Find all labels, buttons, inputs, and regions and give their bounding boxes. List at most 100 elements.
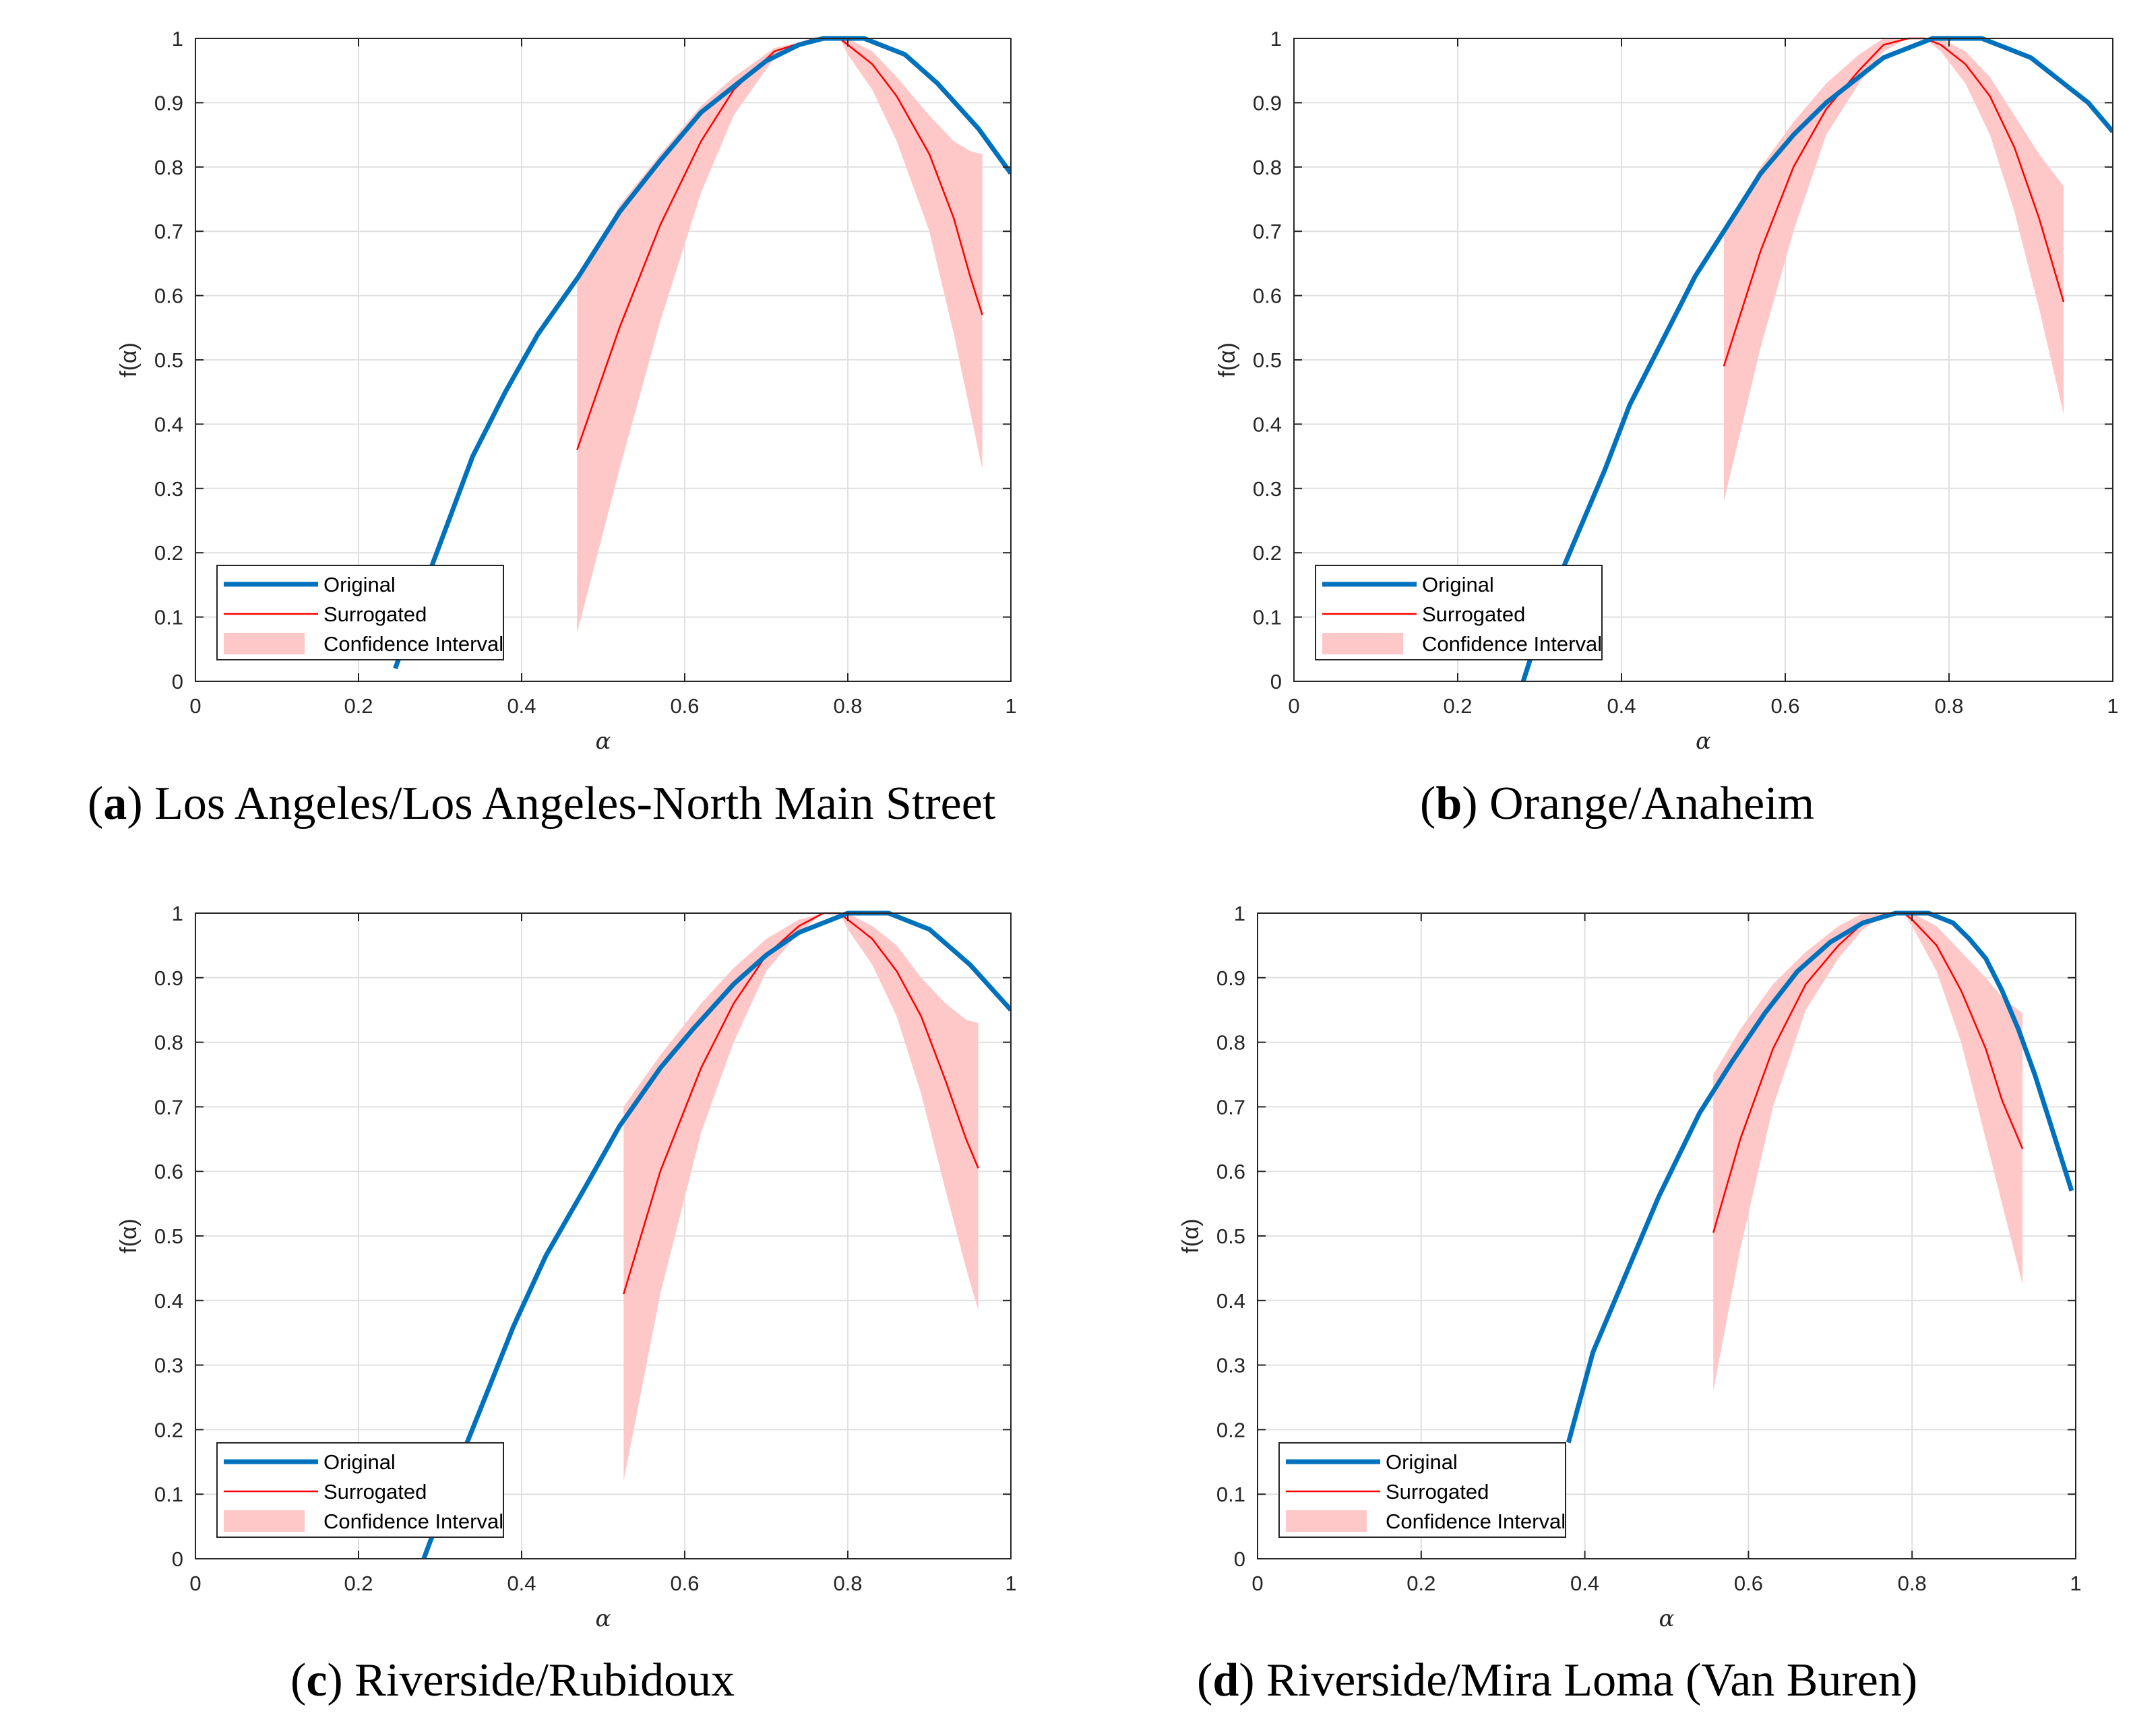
y-tick-label: 0.5 [154, 348, 183, 372]
y-tick-label: 0.1 [1253, 606, 1282, 629]
x-tick-label: 0.8 [833, 694, 862, 718]
y-tick-label: 0.5 [1253, 348, 1282, 372]
y-tick-label: 0.1 [154, 606, 183, 629]
y-tick-label: 0.1 [1216, 1483, 1245, 1506]
y-tick-label: 0.4 [1216, 1289, 1245, 1313]
y-tick-label: 0 [1234, 1547, 1245, 1571]
y-tick-label: 0.1 [154, 1483, 183, 1506]
x-tick-label: 0.6 [670, 1572, 699, 1595]
panel-caption: (b) Orange/Anaheim [1420, 778, 1814, 830]
y-tick-label: 0.3 [154, 1354, 183, 1377]
confidence-interval-band [1713, 913, 2023, 1391]
x-tick-label: 1 [2070, 1572, 2081, 1595]
original-line [421, 910, 1011, 1559]
legend: Original Surrogated Confidence Interval [1278, 1442, 1566, 1538]
legend-entry: Confidence Interval [323, 1510, 503, 1533]
x-tick-label: 1 [1005, 694, 1016, 718]
original-line [1520, 36, 2113, 681]
confidence-interval-band [623, 913, 979, 1481]
y-tick-label: 1 [1270, 27, 1282, 51]
x-tick-label: 0.8 [1898, 1572, 1927, 1595]
original-line [393, 36, 1011, 670]
legend: Original Surrogated Confidence Interval [216, 1442, 504, 1538]
panel-caption-text: ) Los Angeles/Los Angeles-North Main Str… [127, 778, 996, 830]
y-tick-label: 0.4 [154, 412, 183, 436]
panel-letter: c [306, 1654, 327, 1706]
y-tick-label: 0.6 [1216, 1160, 1245, 1183]
legend-entry: Surrogated [1386, 1480, 1489, 1504]
y-tick-label: 0.2 [154, 1418, 183, 1442]
legend-entry: Original [323, 573, 396, 596]
y-tick-label: 0.5 [1216, 1224, 1245, 1248]
panel-caption: (c) Riverside/Rubidoux [290, 1654, 735, 1706]
y-tick-label: 0.5 [154, 1224, 183, 1248]
x-tick-label: 0.8 [1934, 694, 1963, 718]
y-tick-label: 0 [1270, 670, 1282, 693]
y-tick-label: 0.9 [154, 966, 183, 990]
panel-caption-text: ) Riverside/Rubidoux [327, 1654, 735, 1706]
legend-entry: Original [1386, 1450, 1458, 1474]
y-tick-label: 0.9 [154, 91, 183, 115]
y-tick-label: 0.2 [1216, 1418, 1245, 1442]
x-tick-label: 0 [1251, 1572, 1263, 1595]
y-tick-label: 0.3 [1253, 477, 1282, 501]
legend: Original Surrogated Confidence Interval [216, 565, 504, 660]
y-tick-label: 0 [172, 1547, 183, 1571]
y-tick-label: 0.6 [154, 284, 183, 308]
y-axis-label: f(α) [1214, 342, 1240, 377]
x-axis-label: α [596, 728, 611, 755]
x-axis-label: α [596, 1605, 611, 1632]
y-tick-label: 0.3 [154, 477, 183, 501]
legend-entry: Confidence Interval [1422, 632, 1602, 656]
legend: Original Surrogated Confidence Interval [1315, 565, 1603, 660]
x-tick-label: 0.2 [1406, 1572, 1435, 1595]
x-tick-label: 0.6 [670, 694, 699, 718]
y-tick-label: 1 [172, 902, 183, 925]
panel-d: 0 0.2 0.4 0.6 0.8 1 0 0.1 0.2 0.3 0.4 0.5 0.6 0.7 0.8 0… [1178, 902, 2082, 1706]
panel-caption-text: ) Orange/Anaheim [1462, 778, 1814, 830]
legend-swatch-confidence [1286, 1510, 1367, 1532]
legend-entry: Surrogated [323, 1480, 427, 1504]
x-tick-label: 0.4 [1607, 694, 1636, 718]
x-tick-label: 0.4 [507, 694, 536, 718]
y-tick-label: 0.7 [1253, 220, 1282, 243]
panel-b: 0 0.2 0.4 0.6 0.8 1 0 0.1 0.2 0.3 0.4 0.5 0.6 0.7 0.8 0… [1214, 27, 2119, 830]
panel-caption-text: ) Riverside/Mira Loma (Van Buren) [1239, 1654, 1917, 1706]
y-tick-label: 0.4 [1253, 412, 1282, 436]
y-tick-label: 0.3 [1216, 1354, 1245, 1377]
legend-entry: Surrogated [1422, 602, 1525, 626]
legend-swatch-confidence [1322, 633, 1403, 654]
y-tick-label: 0.7 [154, 220, 183, 243]
y-tick-label: 0.8 [154, 1031, 183, 1055]
panel-letter: b [1435, 778, 1462, 830]
x-tick-label: 0.4 [1570, 1572, 1599, 1595]
panel-caption: (a) Los Angeles/Los Angeles-North Main S… [88, 778, 996, 830]
y-tick-label: 0.2 [1253, 541, 1282, 565]
x-tick-label: 0.6 [1770, 694, 1799, 718]
x-tick-label: 0.6 [1734, 1572, 1763, 1595]
y-tick-label: 0.6 [1253, 284, 1282, 308]
y-tick-label: 0.4 [154, 1289, 183, 1313]
x-tick-label: 0.2 [344, 694, 373, 718]
x-axis-label: α [1659, 1605, 1675, 1632]
y-tick-label: 0.6 [154, 1160, 183, 1183]
y-tick-label: 0.9 [1216, 966, 1245, 990]
x-tick-label: 1 [1005, 1572, 1016, 1595]
x-axis-label: α [1696, 728, 1711, 755]
y-tick-label: 0.8 [154, 156, 183, 179]
x-tick-label: 0.2 [344, 1572, 373, 1595]
y-axis-label: f(α) [116, 1218, 142, 1253]
legend-entry: Original [1422, 573, 1494, 596]
legend-entry: Confidence Interval [323, 632, 503, 656]
y-axis-label: f(α) [1178, 1218, 1204, 1253]
y-tick-label: 0.7 [1216, 1095, 1245, 1119]
y-tick-label: 0.7 [154, 1095, 183, 1119]
legend-swatch-confidence [224, 1510, 305, 1532]
y-axis-label: f(α) [116, 342, 142, 377]
legend-swatch-confidence [224, 633, 305, 654]
panel-letter: a [103, 778, 127, 830]
panel-c: 0 0.2 0.4 0.6 0.8 1 0 0.1 0.2 0.3 0.4 0.5 0.6 0.7 0.8 0… [116, 902, 1017, 1706]
x-tick-label: 0 [189, 694, 201, 718]
x-tick-label: 0 [1288, 694, 1299, 718]
